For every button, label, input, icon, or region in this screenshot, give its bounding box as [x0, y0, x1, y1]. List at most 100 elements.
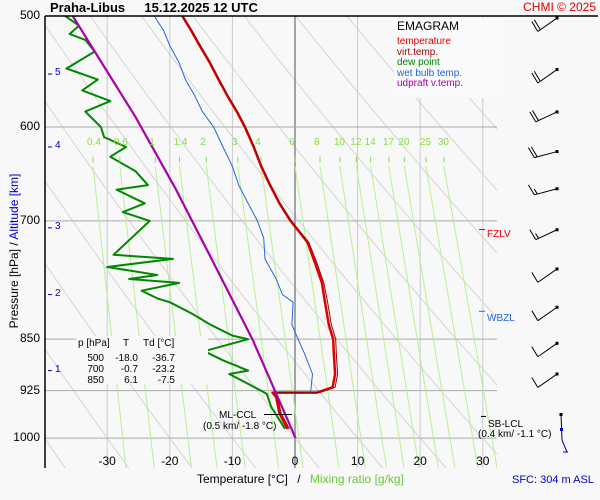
- x-tick-label: 20: [413, 454, 427, 468]
- fzlv-label: FZLV: [487, 229, 511, 240]
- mixing-ratio-line: [205, 166, 246, 468]
- barb-feather: [527, 184, 535, 196]
- dry-adiabat: [45, 24, 384, 468]
- mixing-ratio-label: 1: [149, 137, 155, 148]
- barb-feather: [530, 146, 538, 158]
- sb-lcl-label: SB-LCL: [488, 419, 524, 430]
- dry-adiabat: [45, 348, 130, 468]
- barb-feather: [531, 377, 539, 388]
- barb-shaft: [534, 188, 558, 196]
- legend-item-wet-bulb-temp-: wet bulb temp.: [397, 67, 463, 79]
- table-header-t: T: [123, 338, 130, 349]
- surface-elevation: SFC: 304 m ASL: [512, 474, 594, 486]
- y-axis-label-pressure: Pressure [hPa]: [7, 249, 21, 329]
- mixing-ratio-line: [92, 166, 127, 468]
- mixing-ratio-line: [425, 166, 479, 468]
- grid-layer: [45, 16, 497, 468]
- altitude-tick-label: 4: [55, 140, 61, 151]
- barb-feather: [531, 72, 539, 84]
- mixing-ratio-line: [370, 166, 420, 468]
- wind-barb: [531, 267, 559, 283]
- barb-feather: [529, 111, 537, 123]
- series-temperature: [181, 16, 337, 430]
- barb-half-feather: [535, 233, 539, 239]
- mixing-ratio-line: [388, 166, 439, 468]
- altitude-tick-label: 1: [55, 363, 61, 375]
- mixing-ratio-label: 20: [398, 137, 410, 148]
- barb-shaft: [534, 151, 558, 159]
- mixing-ratio-label: 10: [333, 137, 345, 148]
- x-tick-label: 10: [350, 454, 365, 468]
- wind-barbs: [527, 16, 568, 453]
- mixing-ratio-line: [339, 166, 387, 468]
- y-axis-label: Pressure [hPa] / Altitude [km]: [7, 171, 21, 331]
- mixing-ratio-label: 25: [419, 137, 432, 148]
- barb-station-dot: [555, 267, 559, 271]
- y-tick-label: 700: [19, 212, 40, 227]
- axes: [44, 15, 598, 468]
- barb-station-dot: [555, 16, 559, 20]
- sb-lcl-value: (0.4 km/ -1.1 °C): [478, 429, 552, 440]
- barb-station-dot: [555, 372, 559, 376]
- barb-feather: [527, 147, 535, 158]
- dry-adiabat: [243, 16, 497, 319]
- mixing-ratio-label: 12: [350, 137, 362, 148]
- mixing-ratio-label: 0.4: [87, 137, 101, 148]
- sfc-wind-blue: [561, 439, 568, 453]
- x-axis-label-mixing: Mixing ratio [g/kg]: [309, 472, 404, 486]
- dry-adiabat: [295, 16, 497, 254]
- y-tick-label: 600: [19, 119, 40, 134]
- table-cell-td: -7.5: [157, 375, 175, 386]
- mixing-ratio-line: [260, 166, 304, 468]
- y-axis-label-sep: /: [7, 242, 21, 246]
- barb-feather: [532, 110, 539, 121]
- x-axis-label-sep: /: [297, 472, 301, 486]
- sfc-wind-dot-mid: [560, 428, 563, 431]
- table-cell-td: -36.7: [152, 353, 175, 364]
- mixing-ratio-label: 17: [382, 137, 394, 148]
- barb-shaft: [537, 373, 558, 388]
- barb-shaft: [537, 342, 558, 358]
- x-tick-label: 0: [291, 454, 299, 468]
- dry-adiabat: [45, 262, 193, 468]
- table-header-p: p [hPa]: [78, 338, 110, 349]
- barb-feather: [533, 70, 541, 82]
- mixing-ratio-label: 3: [231, 137, 238, 148]
- mixing-ratio-label: 6: [289, 137, 295, 148]
- barb-station-dot: [555, 68, 559, 72]
- dry-adiabat: [45, 180, 257, 468]
- wind-barb: [527, 184, 559, 196]
- mixing-ratio-label: 8: [313, 137, 320, 148]
- barb-shaft: [537, 17, 558, 32]
- ml-ccl-value: (0.5 km/ -1.8 °C): [203, 421, 277, 432]
- y-axis-label-altitude: Altitude [km]: [7, 173, 21, 240]
- mixing-ratio-label: 1.4: [173, 137, 188, 148]
- altitude-tick-label: 3: [55, 220, 61, 232]
- barb-station-dot: [555, 110, 559, 114]
- wbzl-label: WBZL: [487, 313, 515, 324]
- wind-barb: [531, 341, 559, 358]
- dry-adiabat: [346, 16, 497, 191]
- series-wet-bulb-temp-: [153, 16, 313, 393]
- y-tick-label: 1000: [13, 430, 40, 445]
- x-tick-label: 30: [476, 454, 490, 468]
- altitude-tick-label: 2: [55, 287, 61, 299]
- mixing-ratio-label: 2: [200, 137, 206, 148]
- barb-shaft: [537, 69, 558, 84]
- table-cell-t: 6.1: [124, 375, 138, 386]
- table-cell-t: -18.0: [115, 353, 138, 364]
- y-tick-label: 500: [19, 8, 40, 22]
- mixing-ratio-line: [355, 166, 405, 468]
- wind-barb: [531, 372, 559, 388]
- legend-item-temperature: temperature: [397, 36, 451, 47]
- legend-item-udpraft-v-temp-: udpraft v.temp.: [397, 78, 463, 89]
- mixing-ratio-line: [237, 166, 280, 468]
- barb-feather: [531, 310, 539, 321]
- copyright: CHMI © 2025: [523, 0, 596, 14]
- wind-barb: [531, 68, 559, 84]
- mixing-ratio-line: [154, 166, 192, 468]
- table-header-td: Td [°C]: [143, 338, 175, 349]
- altitude-tick-label: 5: [55, 67, 61, 79]
- barb-station-dot: [555, 150, 559, 154]
